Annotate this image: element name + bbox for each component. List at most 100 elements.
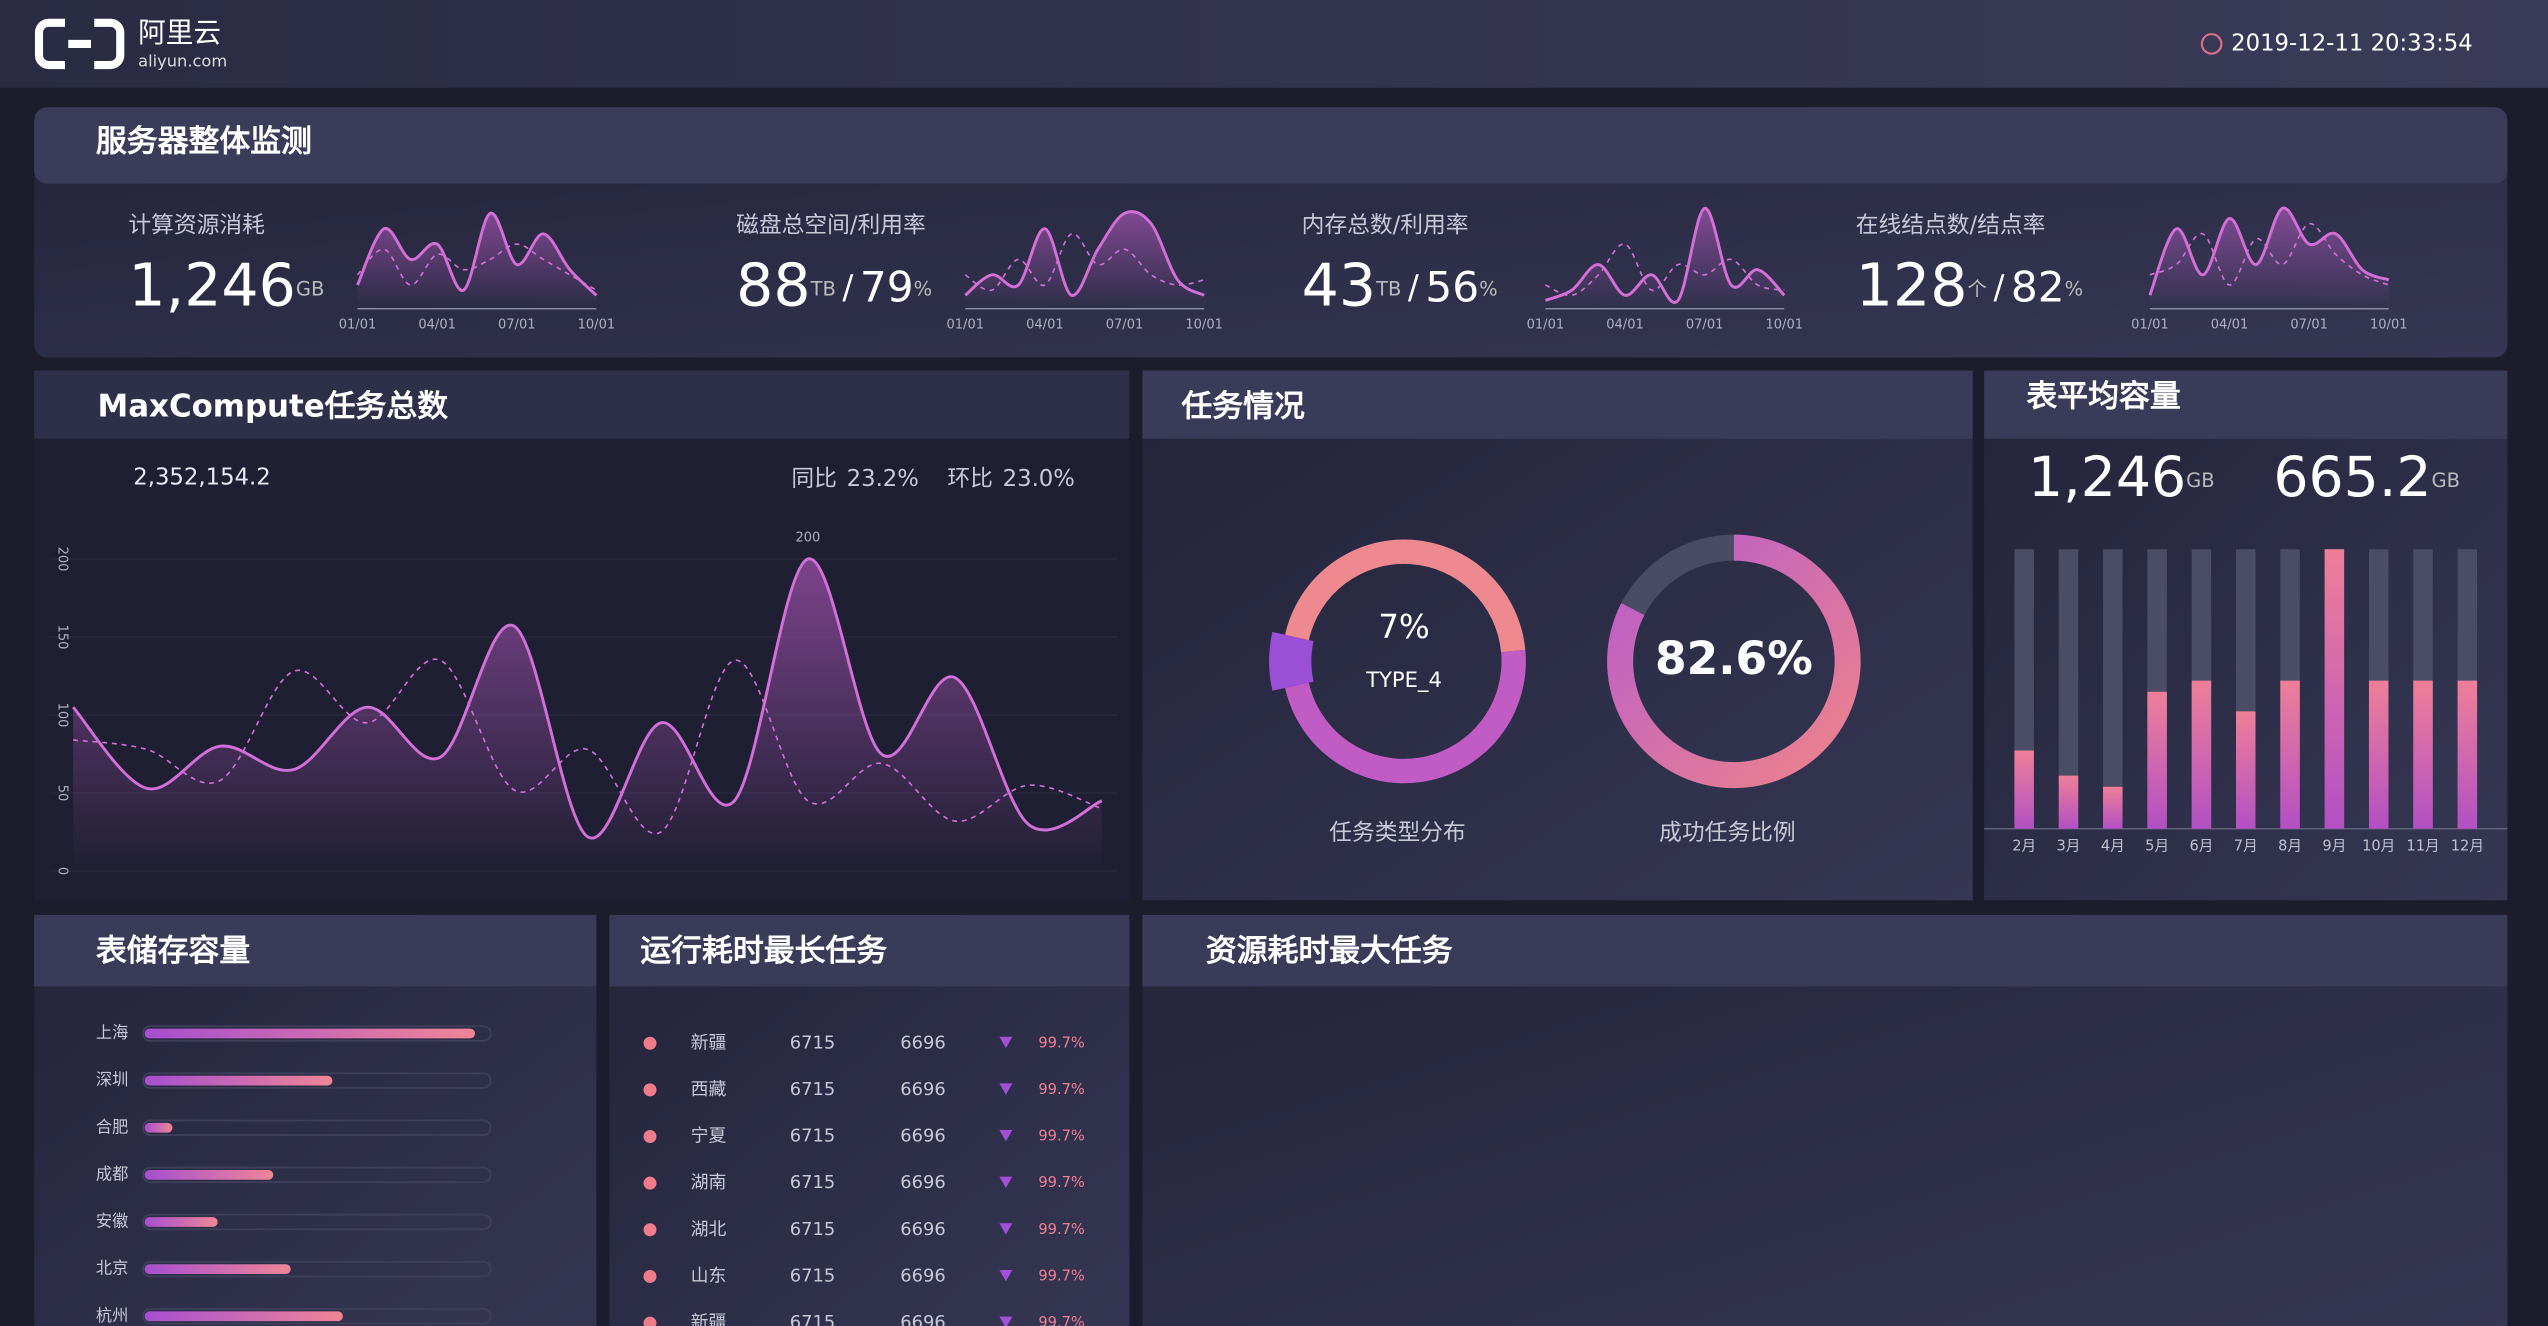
mom-label: 环比 <box>947 466 993 492</box>
table-cell: 新疆 <box>691 1312 727 1326</box>
bar <box>2413 680 2433 829</box>
bar <box>144 1217 218 1227</box>
y-tick-label: 杭州 <box>96 1306 128 1325</box>
row-dot <box>643 1269 657 1283</box>
panel-title: MaxCompute任务总数 <box>98 388 449 424</box>
bar <box>2103 786 2123 829</box>
y-tick-label: 深圳 <box>96 1070 128 1089</box>
kpi-separator: / <box>842 268 853 306</box>
y-tick-label: 100 <box>54 703 69 728</box>
clock-icon <box>2200 33 2223 55</box>
panel-title: 任务情况 <box>1180 388 1305 424</box>
table-cell: 6715 <box>790 1032 835 1053</box>
table-cell: 湖北 <box>691 1219 727 1240</box>
panel-title: 服务器整体监测 <box>96 124 312 160</box>
bar <box>2457 680 2478 829</box>
table-cell: 西藏 <box>691 1079 727 1100</box>
line <box>2149 222 2390 286</box>
kpi-unit: % <box>1479 277 1498 300</box>
x-tick-label: 04/01 <box>2211 318 2248 333</box>
bar-track <box>142 1119 492 1137</box>
logo-subtitle: aliyun.com <box>138 51 227 70</box>
trend-icon <box>999 1223 1013 1235</box>
kpi: 88TB /79% <box>736 251 932 319</box>
panel-header <box>1142 914 2508 987</box>
donut-segment <box>1269 631 1314 691</box>
line <box>73 658 1103 835</box>
bar <box>2058 775 2079 829</box>
mom-value: 23.0% <box>1003 466 1075 492</box>
table-cell: 宁夏 <box>691 1126 727 1147</box>
y-tick-label: 合肥 <box>96 1117 128 1136</box>
bar <box>144 1122 173 1133</box>
x-tick-label: 7月 <box>2234 838 2258 855</box>
bar <box>144 1264 291 1274</box>
kpi: 128个 /82% <box>1856 251 2083 319</box>
x-tick-label: 07/01 <box>2290 318 2327 333</box>
line <box>964 210 1205 297</box>
bar <box>144 1170 274 1180</box>
bar-track <box>142 1213 492 1231</box>
center-value: 7% <box>1378 608 1430 646</box>
x-tick-label: 01/01 <box>1527 318 1564 333</box>
x-tick-label: 2月 <box>2012 838 2036 855</box>
panel-header <box>34 107 2508 184</box>
table-cell: 99.7% <box>1038 1174 1085 1191</box>
bar <box>2324 549 2345 829</box>
panel-header <box>34 370 1130 439</box>
data-label: 200 <box>795 530 820 545</box>
kpi-unit: TB <box>810 277 836 300</box>
bar <box>2191 680 2212 829</box>
x-tick-label: 10月 <box>2362 838 2395 855</box>
kpi-unit: 个 <box>1967 277 1987 300</box>
bar <box>2236 711 2256 829</box>
table-cell: 6715 <box>790 1265 835 1286</box>
x-tick-label: 12月 <box>2451 838 2484 855</box>
x-tick-label: 04/01 <box>1026 318 1063 333</box>
panel-header <box>34 914 597 987</box>
kpi-separator: / <box>1993 268 2004 306</box>
panel-header <box>609 914 1130 987</box>
kpi-label: 计算资源消耗 <box>128 212 265 238</box>
x-tick-label: 10/01 <box>1766 318 1803 333</box>
line-area <box>1545 208 1785 306</box>
table-cell: 湖南 <box>691 1172 727 1193</box>
total-value: 2,352,154.2 <box>133 464 271 490</box>
kpi-value: 665.2 <box>2273 446 2431 510</box>
trend-icon <box>999 1176 1013 1189</box>
table-cell: 6696 <box>900 1312 945 1326</box>
table-cell: 99.7% <box>1038 1314 1085 1326</box>
panel-title: 资源耗时最大任务 <box>1206 933 1453 969</box>
x-tick-label: 10/01 <box>2370 318 2407 333</box>
x-tick-label: 10/01 <box>578 318 615 333</box>
table-cell: 6715 <box>790 1079 835 1100</box>
panel-header <box>1984 370 2508 439</box>
kpi-value: 88 <box>736 251 810 319</box>
line-area <box>73 558 1102 871</box>
bar <box>144 1311 343 1322</box>
x-tick-label: 3月 <box>2057 838 2081 855</box>
bar-track <box>2103 549 2123 829</box>
table-cell: 99.7% <box>1038 1221 1085 1238</box>
center-category: TYPE_4 <box>1365 667 1442 693</box>
kpi-unit: GB <box>2432 469 2461 492</box>
kpi-value: 128 <box>1856 251 1968 319</box>
table-cell: 6696 <box>900 1079 945 1100</box>
bar-track <box>142 1307 492 1325</box>
donut-segment <box>1285 649 1526 784</box>
x-tick-label: 9月 <box>2322 838 2346 855</box>
x-tick-label: 04/01 <box>1606 318 1643 333</box>
y-tick-label: 0 <box>54 867 69 875</box>
avg-kpi: 665.2GB <box>2273 446 2460 510</box>
bar <box>144 1075 333 1086</box>
x-tick-label: 11月 <box>2406 838 2439 855</box>
y-tick-label: 上海 <box>96 1023 128 1042</box>
table-cell: 6696 <box>900 1032 945 1053</box>
x-tick-label: 6月 <box>2189 838 2213 855</box>
panel-title: 运行耗时最长任务 <box>640 933 887 969</box>
kpi-unit: % <box>2065 277 2084 300</box>
bar-track <box>142 1260 492 1278</box>
line <box>356 243 597 291</box>
y-tick-label: 50 <box>54 785 69 802</box>
